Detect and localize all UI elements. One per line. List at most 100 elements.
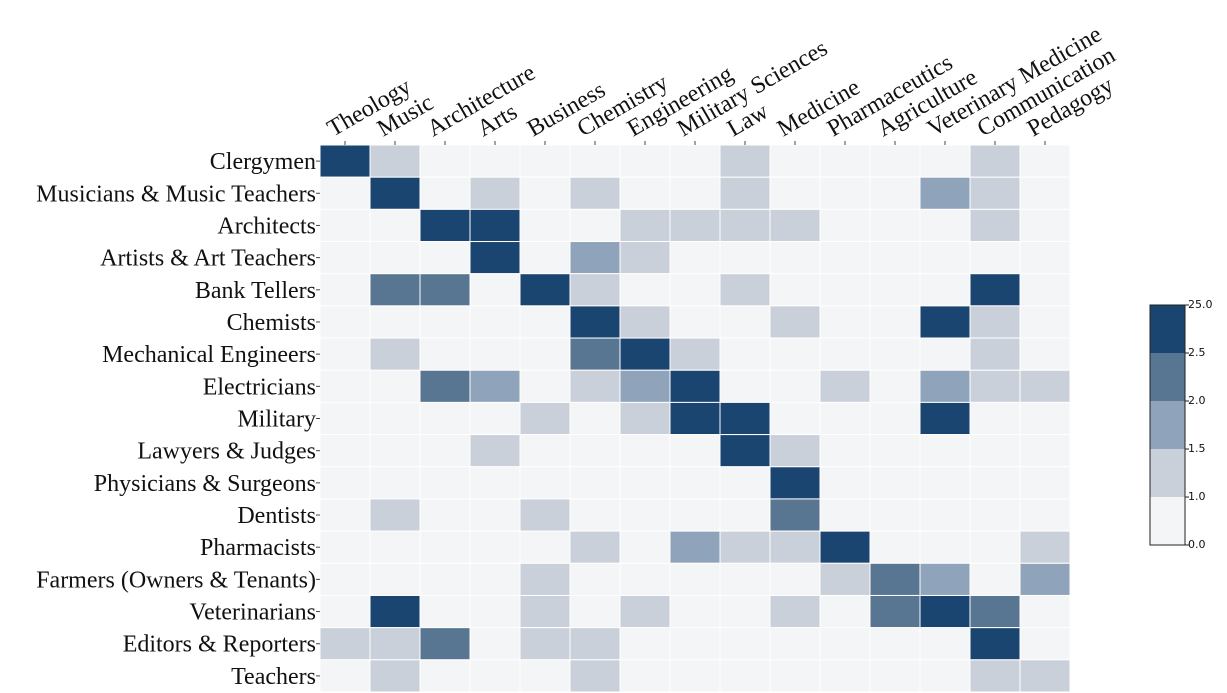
heatmap-cell — [469, 434, 521, 468]
heatmap-cell — [669, 594, 721, 629]
heatmap-cell — [1019, 434, 1071, 468]
heatmap-cell — [1019, 594, 1071, 629]
heatmap-cell — [419, 627, 471, 661]
heatmap-cell — [769, 562, 821, 596]
heatmap-cell — [919, 627, 971, 661]
heatmap-cell — [569, 659, 621, 693]
heatmap-cell — [619, 659, 671, 693]
heatmap-cell — [569, 144, 621, 178]
heatmap-cell — [419, 498, 471, 532]
heatmap-cell — [369, 241, 421, 275]
heatmap-cell — [869, 530, 921, 564]
heatmap-cell — [769, 498, 821, 532]
heatmap-cell — [819, 144, 871, 178]
heatmap-cell — [319, 627, 371, 661]
heatmap-cell — [319, 144, 371, 178]
heatmap-cell — [669, 530, 721, 564]
heatmap-cell — [1019, 144, 1071, 178]
heatmap-cell — [669, 337, 721, 371]
heatmap-cell — [869, 241, 921, 275]
heatmap-cell — [419, 208, 471, 243]
heatmap-cell — [669, 562, 721, 596]
heatmap-cell — [919, 594, 971, 629]
y-tick-label: Physicians & Surgeons — [94, 471, 316, 497]
heatmap-cell — [719, 562, 771, 596]
heatmap-cell — [819, 305, 871, 339]
heatmap-cell — [869, 208, 921, 243]
heatmap-cell — [519, 305, 571, 339]
heatmap-cell — [519, 176, 571, 210]
heatmap-cell — [569, 466, 621, 500]
heatmap-cell — [769, 273, 821, 307]
heatmap-cell — [419, 466, 471, 500]
heatmap-cell — [719, 144, 771, 178]
heatmap-cell — [669, 466, 721, 500]
y-tick-label: Clergymen — [210, 149, 316, 175]
y-tick-label: Musicians & Music Teachers — [36, 181, 316, 207]
heatmap-cell — [419, 401, 471, 436]
heatmap-cell — [719, 530, 771, 564]
heatmap-cell — [419, 144, 471, 178]
heatmap-cell — [769, 530, 821, 564]
heatmap-cell — [869, 659, 921, 693]
heatmap-cell — [569, 530, 621, 564]
heatmap-cell — [319, 241, 371, 275]
heatmap-cell — [369, 562, 421, 596]
heatmap-cell — [669, 176, 721, 210]
colorbar-tick-label: 2.0 — [1188, 394, 1206, 407]
heatmap-cell — [369, 627, 421, 661]
heatmap-cell — [469, 337, 521, 371]
heatmap-cell — [619, 273, 671, 307]
heatmap-cell — [619, 562, 671, 596]
heatmap-cell — [819, 498, 871, 532]
heatmap-cell — [969, 208, 1021, 243]
heatmap-cell — [719, 498, 771, 532]
heatmap-cell — [669, 434, 721, 468]
heatmap-cell — [319, 530, 371, 564]
colorbar-tick-label: 25.0 — [1188, 298, 1213, 311]
heatmap-cell — [769, 401, 821, 436]
heatmap-cell — [869, 369, 921, 403]
heatmap-cell — [869, 176, 921, 210]
heatmap-cell — [969, 305, 1021, 339]
heatmap-cell — [769, 144, 821, 178]
heatmap-cell — [619, 337, 671, 371]
y-tick-label: Veterinarians — [189, 600, 316, 626]
heatmap-cell — [469, 241, 521, 275]
heatmap-cell — [669, 401, 721, 436]
heatmap-cell — [569, 273, 621, 307]
heatmap-cell — [769, 337, 821, 371]
heatmap-cell — [769, 434, 821, 468]
heatmap-cell — [419, 273, 471, 307]
heatmap-cell — [369, 273, 421, 307]
heatmap-cell — [519, 144, 571, 178]
heatmap-cell — [969, 659, 1021, 693]
heatmap-cell — [519, 337, 571, 371]
heatmap-cell — [869, 562, 921, 596]
heatmap-cell — [1019, 241, 1071, 275]
heatmap-cell — [469, 305, 521, 339]
heatmap-cell — [969, 241, 1021, 275]
heatmap-cell — [369, 594, 421, 629]
heatmap-cell — [519, 659, 571, 693]
heatmap-cell — [469, 659, 521, 693]
heatmap-cell — [369, 466, 421, 500]
heatmap-cell — [469, 273, 521, 307]
heatmap-cell — [819, 466, 871, 500]
heatmap-cell — [469, 498, 521, 532]
colorbar-bin — [1150, 305, 1185, 353]
heatmap-cell — [569, 594, 621, 629]
heatmap-cell — [719, 273, 771, 307]
colorbar-tick-label: 1.0 — [1188, 490, 1206, 503]
colorbar-tick-label: 2.5 — [1188, 346, 1206, 359]
heatmap-cell — [619, 176, 671, 210]
colorbar-tick-label: 0.0 — [1188, 538, 1206, 551]
heatmap-cell — [919, 434, 971, 468]
heatmap-cell — [669, 369, 721, 403]
heatmap-cell — [969, 369, 1021, 403]
heatmap-cell — [519, 594, 571, 629]
heatmap-cell — [869, 401, 921, 436]
heatmap-cell — [1019, 208, 1071, 243]
heatmap-cell — [619, 208, 671, 243]
